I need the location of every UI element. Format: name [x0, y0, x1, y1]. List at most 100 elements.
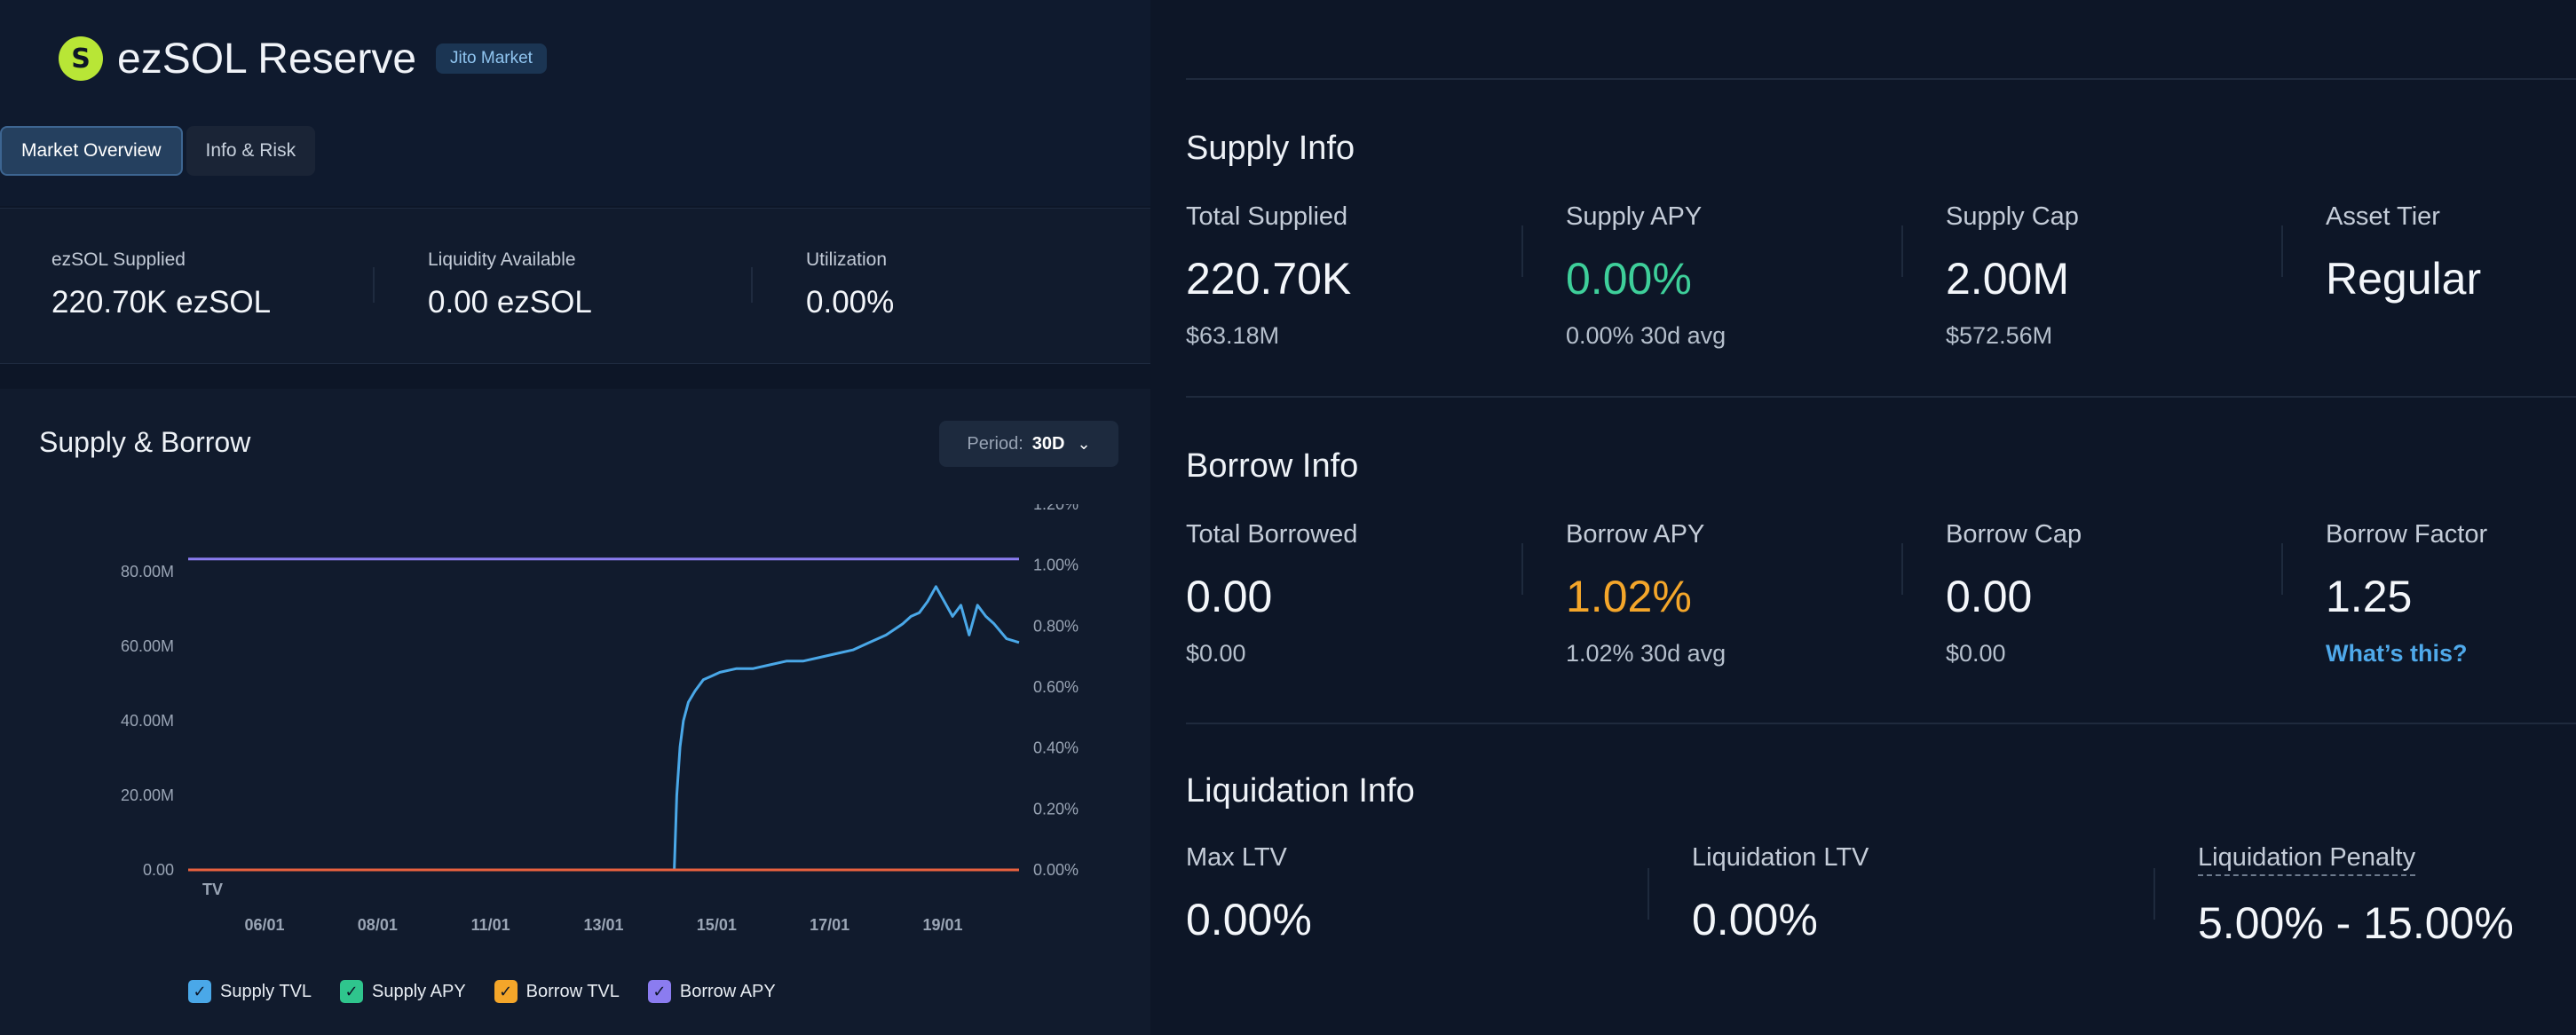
supply-cap-usd: $572.56M: [1946, 322, 2053, 349]
supply-apy-label: Supply APY: [1566, 202, 1703, 231]
stat-value: 220.70K ezSOL: [51, 285, 272, 320]
asset-tier-value: Regular: [2326, 254, 2482, 304]
y-axis-left-tick: 20.00M: [121, 786, 174, 804]
y-axis-right-tick: 1.00%: [1033, 557, 1079, 574]
asset-tier-label: Asset Tier: [2326, 202, 2440, 231]
checkbox-icon[interactable]: ✓: [494, 980, 518, 1003]
supply-borrow-chart-card: Supply & Borrow Period: 30D ⌄ 0.00 20.00M…: [0, 389, 1150, 1035]
y-axis-right-tick: 0.60%: [1033, 678, 1079, 696]
x-axis-tick: 15/01: [697, 916, 737, 934]
column-divider: [1901, 543, 1903, 595]
total-supplied-label: Total Supplied: [1186, 202, 1348, 231]
y-axis-left-tick: 60.00M: [121, 637, 174, 655]
page-title: ezSOL Reserve: [117, 35, 417, 83]
total-borrowed-usd: $0.00: [1186, 640, 1246, 667]
supply-apy: Supply APY 0.00% 0.00% 30d avg: [1566, 202, 1726, 350]
column-divider: [1521, 225, 1523, 277]
stat-value: 0.00%: [806, 285, 895, 320]
tab-info-risk[interactable]: Info & Risk: [186, 126, 316, 176]
borrow-apy-value: 1.02%: [1566, 572, 1692, 621]
period-label: Period:: [967, 433, 1023, 454]
stat-supplied: ezSOL Supplied 220.70K ezSOL: [51, 249, 271, 320]
total-supplied-usd: $63.18M: [1186, 322, 1280, 349]
liquidation-penalty-label[interactable]: Liquidation Penalty: [2198, 843, 2416, 876]
y-axis-right-tick: 0.40%: [1033, 739, 1079, 757]
max-ltv-label: Max LTV: [1186, 843, 1287, 872]
supply-cap-label: Supply Cap: [1946, 202, 2079, 231]
total-supplied: Total Supplied 220.70K $63.18M: [1186, 202, 1351, 350]
liquidation-info-title: Liquidation Info: [1186, 772, 1415, 810]
whats-this-link[interactable]: What’s this?: [2326, 640, 2468, 667]
stat-label: Liquidity Available: [428, 249, 576, 270]
column-divider: [1521, 543, 1523, 595]
x-axis-tick: 17/01: [810, 916, 849, 934]
divider: [1186, 723, 2576, 724]
x-axis-tick: 08/01: [358, 916, 398, 934]
tradingview-logo-icon: TV: [202, 881, 223, 898]
divider: [1186, 78, 2576, 80]
y-axis-right-tick: 0.80%: [1033, 617, 1079, 635]
y-axis-left-tick: 40.00M: [121, 712, 174, 730]
reserve-header: S ezSOL Reserve Jito Market Market Overv…: [0, 0, 1150, 206]
legend-label: Supply APY: [372, 981, 466, 1001]
x-axis-tick: 13/01: [583, 916, 623, 934]
checkbox-icon[interactable]: ✓: [340, 980, 364, 1003]
supply-info-title: Supply Info: [1186, 130, 1355, 167]
max-ltv-value: 0.00%: [1186, 895, 1312, 944]
column-divider: [2281, 543, 2283, 595]
stat-label: ezSOL Supplied: [51, 249, 186, 270]
market-badge[interactable]: Jito Market: [436, 43, 547, 74]
supply-apy-avg: 0.00% 30d avg: [1566, 322, 1727, 349]
stat-divider: [751, 267, 753, 303]
borrow-cap-usd: $0.00: [1946, 640, 2006, 667]
legend-item-borrow-apy[interactable]: ✓ Borrow APY: [647, 980, 776, 1003]
series-line-supply-tvl: [188, 585, 1020, 872]
max-ltv: Max LTV 0.00%: [1186, 843, 1312, 945]
x-axis-tick: 06/01: [244, 916, 284, 934]
y-axis-right-tick: 0.00%: [1033, 861, 1079, 879]
legend-label: Supply TVL: [220, 981, 312, 1001]
checkbox-icon[interactable]: ✓: [647, 980, 671, 1003]
column-divider: [1648, 868, 1649, 920]
market-stats-card: ezSOL Supplied 220.70K ezSOL Liquidity A…: [0, 208, 1150, 364]
legend-item-borrow-tvl[interactable]: ✓ Borrow TVL: [494, 980, 620, 1003]
x-axis-tick: 19/01: [922, 916, 962, 934]
divider: [1186, 396, 2576, 398]
x-axis-tick: 11/01: [471, 916, 510, 934]
tab-market-overview[interactable]: Market Overview: [0, 126, 183, 176]
legend-label: Borrow APY: [679, 981, 776, 1001]
stat-label: Utilization: [806, 249, 888, 270]
asset-tier: Asset Tier Regular: [2326, 202, 2481, 304]
total-borrowed-label: Total Borrowed: [1186, 520, 1358, 549]
liquidation-ltv: Liquidation LTV 0.00%: [1692, 843, 1869, 945]
borrow-apy: Borrow APY 1.02% 1.02% 30d avg: [1566, 520, 1726, 668]
y-axis-right-tick: 0.20%: [1033, 800, 1079, 818]
legend-item-supply-apy[interactable]: ✓ Supply APY: [340, 980, 466, 1003]
liquidation-ltv-label: Liquidation LTV: [1692, 843, 1869, 872]
supply-apy-value: 0.00%: [1566, 254, 1692, 304]
column-divider: [2281, 225, 2283, 277]
borrow-factor-value: 1.25: [2326, 572, 2413, 621]
chart-legend: ✓ Supply TVL ✓ Supply APY ✓ Borrow TVL ✓ Borrow…: [188, 980, 804, 1003]
y-axis-right-tick: 1.20%: [1033, 504, 1079, 513]
total-borrowed-value: 0.00: [1186, 572, 1273, 621]
column-divider: [2153, 868, 2155, 920]
borrow-factor: Borrow Factor 1.25 What’s this?: [2326, 520, 2487, 668]
stat-utilization: Utilization 0.00%: [806, 249, 894, 320]
period-select[interactable]: Period: 30D ⌄: [939, 421, 1118, 467]
total-borrowed: Total Borrowed 0.00 $0.00: [1186, 520, 1357, 668]
checkbox-icon[interactable]: ✓: [188, 980, 211, 1003]
title-row: S ezSOL Reserve Jito Market: [59, 30, 547, 87]
chart-title: Supply & Borrow: [39, 426, 251, 458]
chevron-down-icon: ⌄: [1077, 434, 1091, 453]
borrow-cap-value: 0.00: [1946, 572, 2033, 621]
liquidation-ltv-value: 0.00%: [1692, 895, 1818, 944]
ezsol-logo-icon: S: [59, 36, 103, 81]
stat-divider: [373, 267, 375, 303]
legend-item-supply-tvl[interactable]: ✓ Supply TVL: [188, 980, 312, 1003]
borrow-cap: Borrow Cap 0.00 $0.00: [1946, 520, 2082, 668]
y-axis-left-tick: 0.00: [143, 861, 174, 879]
stat-value: 0.00 ezSOL: [428, 285, 592, 320]
supply-borrow-chart[interactable]: 0.00 20.00M 40.00M 60.00M 80.00M 0.00% 0.20% 0.…: [0, 504, 1150, 948]
supply-cap: Supply Cap 2.00M $572.56M: [1946, 202, 2079, 350]
